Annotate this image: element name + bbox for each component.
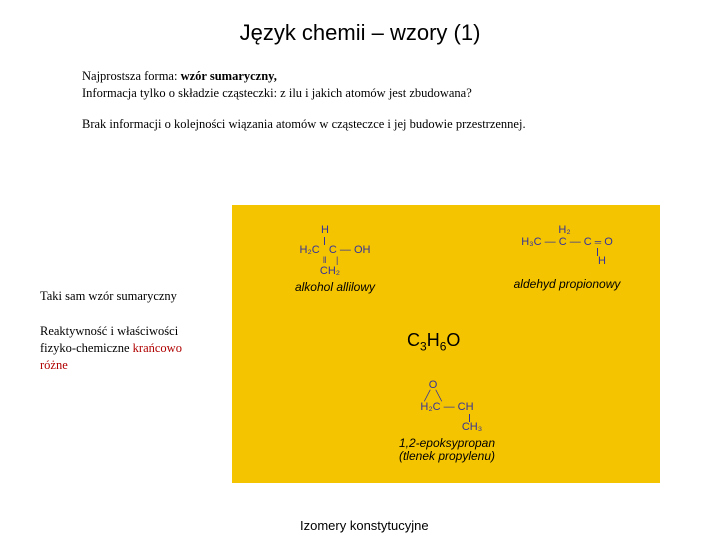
mol2-l2: H₃C — C — C: [521, 236, 591, 248]
intro-line2: Informacja tylko o składzie cząsteczki: …: [82, 86, 472, 100]
formula-3: 3: [420, 340, 427, 354]
note-same-formula: Taki sam wzór sumaryczny: [40, 288, 210, 305]
mol2-row: H₃C — C — C ═ O: [492, 237, 642, 249]
formula-o: O: [446, 330, 460, 350]
formula-c: C: [407, 330, 420, 350]
molecule-allyl-alcohol: H H₂C C — OH ‖ | CH₂ alkohol allilowy: [270, 225, 400, 294]
mol1-l1: H: [250, 225, 400, 237]
intro-pre: Najprostsza forma:: [82, 69, 181, 83]
molecule-propylene-oxide: O ╱ ╲ H₂C — CH CH₃ 1,2-epoksypropan (tle…: [377, 380, 517, 462]
mol3-l1: O: [349, 380, 517, 392]
bottom-caption: Izomery konstytucyjne: [300, 518, 429, 533]
mol2-l4: H: [562, 256, 642, 268]
mol1-l3: C — OH: [329, 244, 371, 256]
mol3-label-b: (tlenek propylenu): [377, 450, 517, 463]
mol3-l2: H₂C — CH: [377, 402, 517, 414]
formula-h: H: [427, 330, 440, 350]
mol2-label: aldehyd propionowy: [492, 278, 642, 291]
mol1-label: alkohol allilowy: [270, 281, 400, 294]
molecule-propionaldehyde: H₂ H₃C — C — C ═ O H aldehyd propionowy: [492, 225, 642, 290]
note-reactivity: Reaktywność i właściwości fizyko-chemicz…: [40, 323, 210, 374]
paragraph-2: Brak informacji o kolejności wiązania at…: [82, 116, 660, 133]
page-title: Język chemii – wzory (1): [0, 20, 720, 46]
intro-paragraph: Najprostsza forma: wzór sumaryczny, Info…: [82, 68, 660, 102]
mol3-l3: CH₃: [427, 422, 517, 434]
mol1-l2: H₂C: [300, 244, 320, 256]
mol3-label-a: 1,2-epoksypropan: [377, 437, 517, 450]
mol1-l4: CH₂: [260, 266, 400, 278]
mol2-l3: O: [604, 236, 613, 248]
intro-bold: wzór sumaryczny,: [181, 69, 277, 83]
left-notes: Taki sam wzór sumaryczny Reaktywność i w…: [40, 288, 210, 374]
molecular-formula: C3H6O: [407, 330, 460, 354]
chemistry-panel: H H₂C C — OH ‖ | CH₂ alkohol allilowy H₂…: [232, 205, 660, 483]
